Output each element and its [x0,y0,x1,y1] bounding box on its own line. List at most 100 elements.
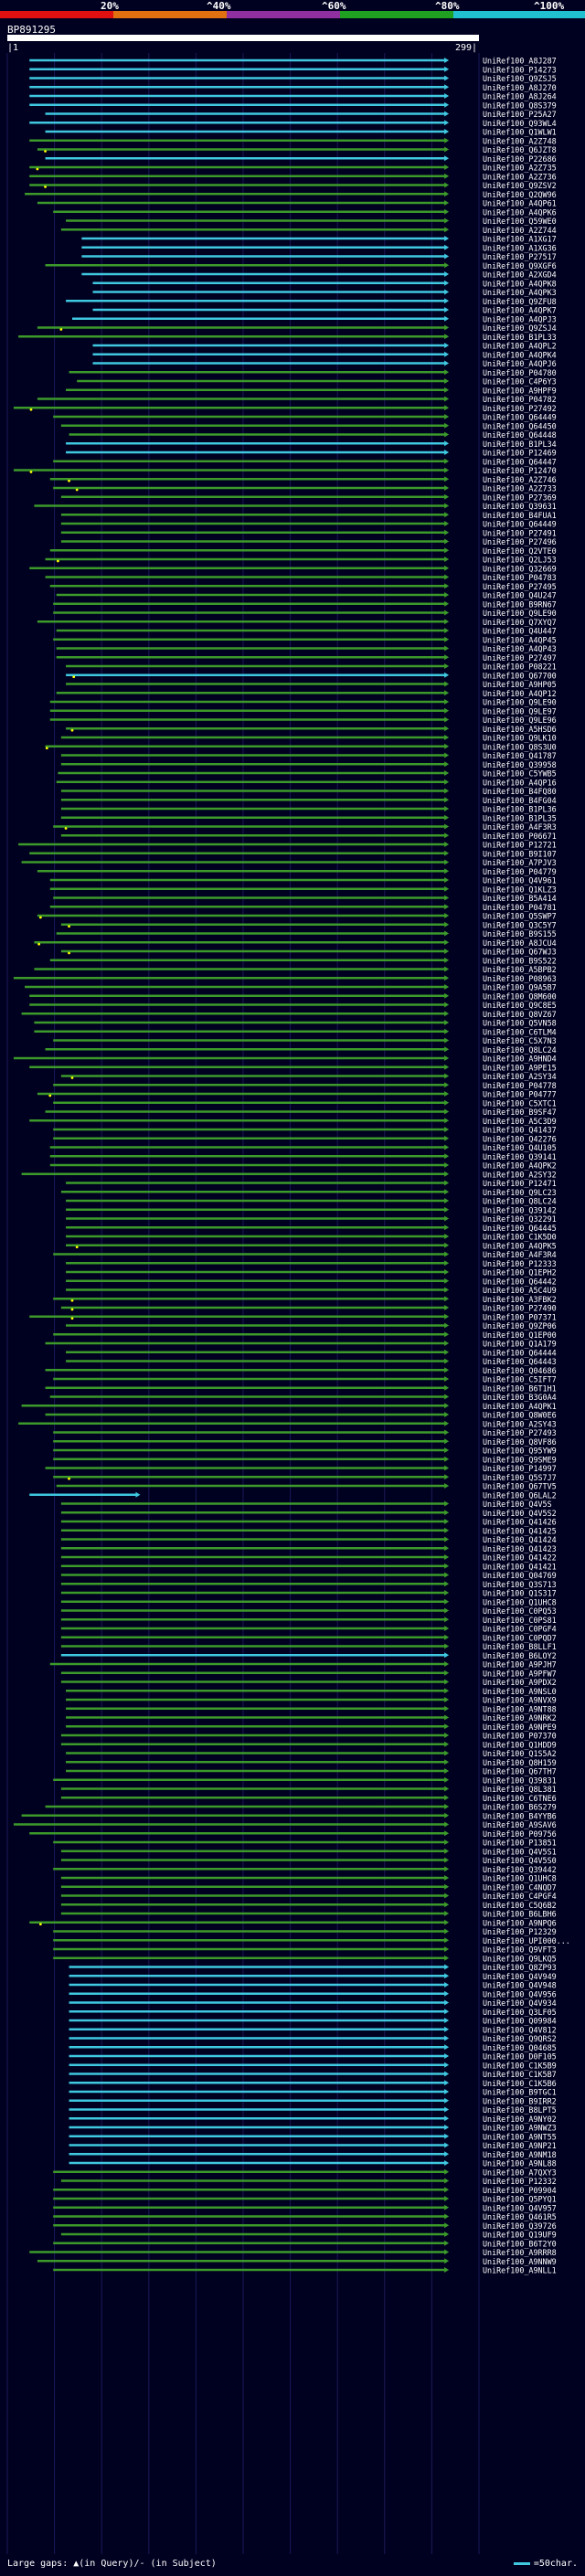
hit-label[interactable]: UniRef100_P27496 [483,537,557,546]
hit-row[interactable]: UniRef100_Q4V961 [49,876,557,885]
hit-row[interactable]: UniRef100_A9NY02 [69,2115,557,2124]
hit-label[interactable]: UniRef100_B9SF47 [483,1108,557,1117]
hit-row[interactable]: UniRef100_Q2LJ53 [45,556,557,565]
hit-label[interactable]: UniRef100_Q42276 [483,1134,557,1143]
hit-row[interactable]: UniRef100_P07371 [29,1312,557,1321]
hit-label[interactable]: UniRef100_Q9LE90 [483,609,557,618]
hit-label[interactable]: UniRef100_Q09984 [483,2017,557,2026]
hit-label[interactable]: UniRef100_Q4V948 [483,1981,557,1990]
hit-label[interactable]: UniRef100_A4QP12 [483,689,557,698]
hit-row[interactable]: UniRef100_A9PDX2 [60,1678,557,1687]
hit-label[interactable]: UniRef100_A9PJH7 [483,1660,557,1670]
hit-label[interactable]: UniRef100_P04779 [483,867,557,876]
hit-row[interactable]: UniRef100_Q9LKQ5 [53,1954,557,1963]
hit-row[interactable]: UniRef100_A9HND4 [13,1055,557,1064]
hit-row[interactable]: UniRef100_Q67WJ3 [60,948,557,957]
hit-label[interactable]: UniRef100_Q9LK10 [483,734,557,743]
hit-row[interactable]: UniRef100_B9S522 [49,956,557,965]
hit-label[interactable]: UniRef100_Q1UHC8 [483,1874,557,1883]
hit-row[interactable]: UniRef100_A4QP45 [53,635,557,644]
hit-row[interactable]: UniRef100_B9TGC1 [69,2088,557,2097]
hit-row[interactable]: UniRef100_A2Z744 [60,226,557,235]
hit-label[interactable]: UniRef100_A7QXY3 [483,2168,557,2177]
hit-label[interactable]: UniRef100_P25A27 [483,110,557,119]
hit-row[interactable]: UniRef100_B4FQ80 [60,787,557,796]
hit-row[interactable]: UniRef100_C6TNE6 [60,1794,557,1803]
hit-label[interactable]: UniRef100_B9S155 [483,929,557,938]
hit-label[interactable]: UniRef100_A4QPK1 [483,1402,557,1411]
hit-row[interactable]: UniRef100_C5XTC1 [53,1098,557,1108]
hit-label[interactable]: UniRef100_Q5VN58 [483,1019,557,1028]
hit-label[interactable]: UniRef100_A9NP21 [483,2141,557,2150]
hit-label[interactable]: UniRef100_Q59WE0 [483,217,557,226]
hit-row[interactable]: UniRef100_A9RRR8 [29,2248,557,2257]
hit-row[interactable]: UniRef100_Q41787 [60,751,557,760]
hit-label[interactable]: UniRef100_Q5PYQ1 [483,2195,557,2204]
hit-label[interactable]: UniRef100_A9PFW7 [483,1669,557,1678]
hit-label[interactable]: UniRef100_Q64443 [483,1357,557,1366]
hit-row[interactable]: UniRef100_C1K5B7 [69,2070,557,2079]
hit-label[interactable]: UniRef100_P04782 [483,395,557,404]
hit-label[interactable]: UniRef100_Q4U447 [483,627,557,636]
hit-label[interactable]: UniRef100_Q8L381 [483,1785,557,1794]
hit-label[interactable]: UniRef100_P09756 [483,1829,557,1839]
hit-label[interactable]: UniRef100_Q8S379 [483,101,557,110]
hit-label[interactable]: UniRef100_A3FBK2 [483,1295,557,1304]
hit-row[interactable]: UniRef100_Q42276 [53,1134,557,1143]
hit-label[interactable]: UniRef100_P06671 [483,832,557,841]
hit-row[interactable]: UniRef100_Q9LE90 [49,698,557,707]
hit-row[interactable]: UniRef100_P12471 [66,1179,557,1188]
hit-row[interactable]: UniRef100_Q95YW9 [53,1447,557,1456]
hit-row[interactable]: UniRef100_A3FBK2 [53,1295,557,1304]
hit-label[interactable]: UniRef100_Q5SWP7 [483,912,557,921]
hit-row[interactable]: UniRef100_A4QPK6 [53,207,557,217]
hit-row[interactable]: UniRef100_Q5S7J7 [53,1473,557,1482]
hit-row[interactable]: UniRef100_Q8S3U0 [45,742,557,751]
hit-row[interactable]: UniRef100_B9S155 [56,929,557,938]
hit-label[interactable]: UniRef100_P13851 [483,1839,557,1848]
hit-label[interactable]: UniRef100_Q32669 [483,564,557,573]
hit-label[interactable]: UniRef100_Q04685 [483,2043,557,2052]
hit-label[interactable]: UniRef100_Q4V934 [483,1998,557,2008]
hit-row[interactable]: UniRef100_Q8H159 [66,1758,557,1767]
hit-label[interactable]: UniRef100_P27490 [483,1304,557,1313]
hit-label[interactable]: UniRef100_Q41426 [483,1518,557,1527]
hit-label[interactable]: UniRef100_Q39142 [483,1205,557,1214]
hit-row[interactable]: UniRef100_Q41422 [60,1553,557,1563]
hit-row[interactable]: UniRef100_Q9ZFU8 [66,297,557,306]
hit-label[interactable]: UniRef100_Q41421 [483,1562,557,1571]
hit-label[interactable]: UniRef100_Q9ZP06 [483,1321,557,1330]
hit-row[interactable]: UniRef100_P09756 [29,1829,557,1839]
hit-row[interactable]: UniRef100_A4QPK7 [92,306,557,315]
hit-label[interactable]: UniRef100_A1XG36 [483,243,557,252]
hit-row[interactable]: UniRef100_A5BPB2 [34,965,557,974]
hit-label[interactable]: UniRef100_Q8M600 [483,991,557,1001]
hit-label[interactable]: UniRef100_Q1UHC8 [483,1597,557,1606]
hit-label[interactable]: UniRef100_A9NVX9 [483,1696,557,1705]
hit-row[interactable]: UniRef100_Q2QW96 [25,190,557,199]
hit-row[interactable]: UniRef100_Q8ZP93 [69,1963,557,1972]
hit-label[interactable]: UniRef100_C5Q6B2 [483,1901,557,1910]
hit-row[interactable]: UniRef100_Q41423 [60,1544,557,1553]
hit-label[interactable]: UniRef100_Q9LE90 [483,698,557,707]
hit-label[interactable]: UniRef100_Q1S317 [483,1589,557,1598]
hit-row[interactable]: UniRef100_B6S279 [45,1803,557,1812]
hit-row[interactable]: UniRef100_B4FG04 [60,796,557,805]
hit-row[interactable]: UniRef100_A8J287 [29,57,557,66]
hit-row[interactable]: UniRef100_P12332 [60,2177,557,2186]
hit-label[interactable]: UniRef100_Q3LF05 [483,2008,557,2017]
hit-row[interactable]: UniRef100_P08221 [66,663,557,672]
hit-row[interactable]: UniRef100_Q8W0E6 [45,1411,557,1420]
hit-row[interactable]: UniRef100_P07370 [60,1732,557,1741]
hit-label[interactable]: UniRef100_A4F3R4 [483,1250,557,1259]
hit-row[interactable]: UniRef100_B5A414 [53,894,557,903]
hit-row[interactable]: UniRef100_P04778 [53,1081,557,1090]
hit-row[interactable]: UniRef100_P22686 [45,154,557,164]
hit-row[interactable]: UniRef100_C5Q6B2 [60,1901,557,1910]
hit-row[interactable]: UniRef100_Q3LF05 [69,2008,557,2017]
hit-row[interactable]: UniRef100_Q1KLZ3 [49,885,557,894]
hit-label[interactable]: UniRef100_C4PGF4 [483,1892,557,1901]
hit-row[interactable]: UniRef100_Q1WLW1 [45,128,557,137]
hit-row[interactable]: UniRef100_P27493 [53,1428,557,1437]
hit-label[interactable]: UniRef100_P14273 [483,65,557,74]
